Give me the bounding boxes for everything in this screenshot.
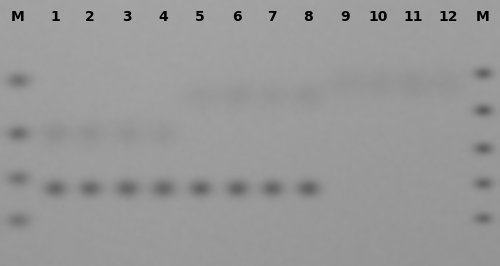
Text: 8: 8 [303,10,313,24]
Text: M: M [476,10,490,24]
Text: 12: 12 [438,10,458,24]
Text: 6: 6 [232,10,242,24]
Text: 4: 4 [158,10,168,24]
Text: 7: 7 [267,10,277,24]
Text: 1: 1 [50,10,60,24]
Text: 11: 11 [403,10,423,24]
Text: 5: 5 [195,10,205,24]
Text: 9: 9 [340,10,350,24]
Text: M: M [11,10,25,24]
Text: 3: 3 [122,10,132,24]
Text: 2: 2 [85,10,95,24]
Text: 10: 10 [368,10,388,24]
